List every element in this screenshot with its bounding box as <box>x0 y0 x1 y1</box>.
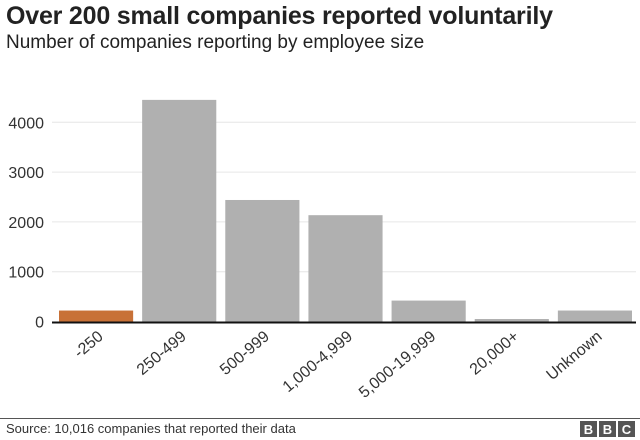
bar-chart: 0 1000 2000 3000 4000 -250 250-499 500-999 1,000… <box>8 99 636 402</box>
logo-letter-b1: B <box>580 421 597 437</box>
y-tick-label: 4000 <box>8 115 44 132</box>
y-tick-label: 2000 <box>8 215 44 232</box>
bbc-logo: B B C <box>580 421 635 437</box>
chart-subtitle: Number of companies reporting by employe… <box>6 32 425 53</box>
logo-letter-c: C <box>618 421 635 437</box>
y-tick-label: 3000 <box>8 165 44 182</box>
y-tick-label: 0 <box>35 315 44 332</box>
footer-divider <box>0 418 640 419</box>
x-tick-label: 5,000-19,999 <box>356 328 439 402</box>
x-tick-label: 1,000-4,999 <box>280 328 356 396</box>
bar-250-499 <box>142 99 217 322</box>
x-tick-label: Unknown <box>543 328 605 384</box>
x-tick-label: -250 <box>71 328 107 362</box>
bar-1,000-4,999 <box>308 215 383 322</box>
y-tick-label: 1000 <box>8 265 44 282</box>
x-tick-label: 20,000+ <box>467 328 523 378</box>
x-tick-label: 250-499 <box>134 328 190 379</box>
x-tick-label: 500-999 <box>217 328 273 379</box>
chart-title: Over 200 small companies reported volunt… <box>6 2 553 30</box>
source-note: Source: 10,016 companies that reported t… <box>6 421 296 436</box>
bar-500-999 <box>225 199 300 322</box>
bar-20,000+ <box>474 319 549 322</box>
bar-5,000-19,999 <box>391 300 466 322</box>
bar-Unknown <box>557 310 632 322</box>
logo-letter-b2: B <box>599 421 616 437</box>
bar--250 <box>59 310 134 322</box>
